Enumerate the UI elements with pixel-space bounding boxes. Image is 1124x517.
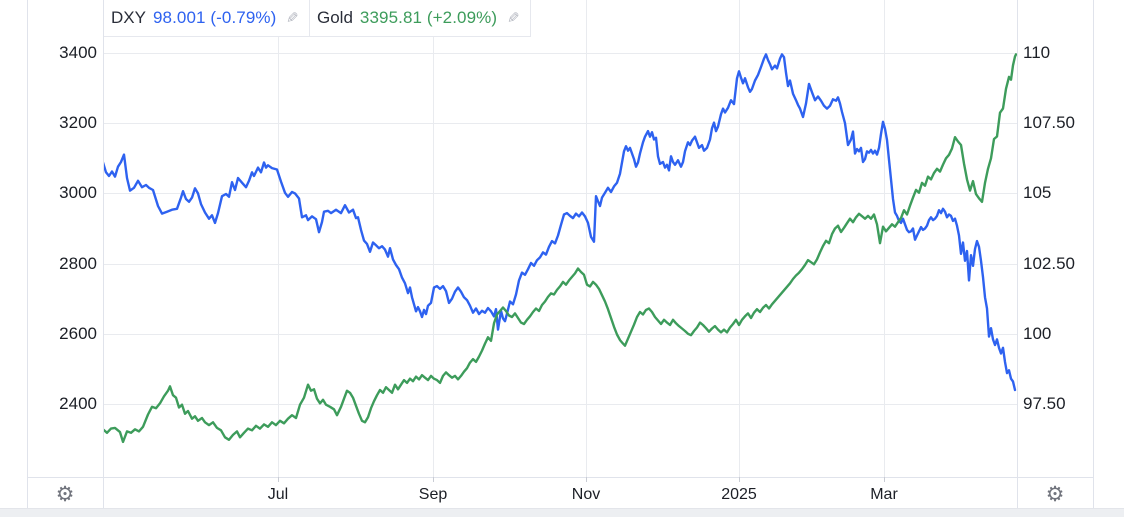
time-tick-mark (586, 477, 587, 482)
widget-left-border (27, 0, 28, 508)
bottom-strip (0, 508, 1124, 517)
time-tick-label: Mar (870, 486, 898, 503)
legend: DXY 98.001 (-0.79%) ✎ Gold 3395.81 (+2.0… (104, 0, 531, 37)
time-tick-mark (739, 477, 740, 482)
right-price-scale-border (1017, 0, 1018, 508)
series-value-gold: 3395.81 (+2.09%) (359, 8, 498, 27)
time-tick-mark (433, 477, 434, 482)
series-name-dxy: DXY (111, 8, 146, 27)
price-tick-label: 102.50 (1023, 253, 1075, 273)
price-tick-label: 3200 (59, 113, 97, 133)
time-tick-mark (884, 477, 885, 482)
pencil-edit-icon[interactable]: ✎ (507, 10, 520, 27)
price-tick-label: 107.50 (1023, 113, 1075, 133)
price-tick-label: 100 (1023, 323, 1052, 343)
price-tick-label: 110 (1023, 43, 1051, 62)
price-tick-label: 105 (1023, 183, 1052, 203)
time-tick-label: Jul (267, 486, 289, 503)
legend-item-dxy[interactable]: DXY 98.001 (-0.79%) ✎ (104, 0, 310, 37)
right-axis-settings-gear-icon[interactable]: ⚙ (1045, 483, 1065, 506)
price-tick-label: 2800 (59, 253, 97, 273)
time-tick-label: 2025 (721, 486, 757, 503)
widget-right-border (1093, 0, 1094, 508)
horizontal-gridlines (103, 53, 1017, 405)
time-tick-mark (278, 477, 279, 482)
price-tick-label: 3400 (59, 43, 97, 62)
time-tick-label: Sep (418, 486, 448, 503)
series-value-dxy: 98.001 (-0.79%) (152, 8, 277, 27)
series-name-gold: Gold (316, 8, 353, 27)
time-tick-label: Nov (571, 486, 601, 503)
pencil-edit-icon[interactable]: ✎ (286, 10, 299, 27)
vertical-gridlines (278, 0, 885, 477)
price-tick-label: 2400 (59, 394, 97, 413)
price-tick-label: 97.50 (1023, 394, 1066, 413)
series-line-gold[interactable] (103, 53, 1017, 444)
legend-item-gold[interactable]: Gold 3395.81 (+2.09%) ✎ (309, 0, 531, 37)
price-tick-label: 3000 (59, 183, 97, 203)
series-line-dxy[interactable] (103, 53, 1017, 392)
left-axis-settings-gear-icon[interactable]: ⚙ (55, 483, 75, 506)
time-axis-separator (27, 477, 1094, 478)
series-lines (103, 53, 1017, 444)
price-tick-label: 2600 (59, 323, 97, 343)
left-price-scale-border (103, 0, 104, 508)
